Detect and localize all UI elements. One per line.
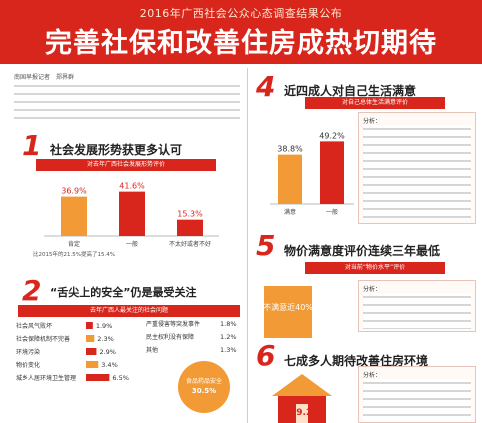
section-5-title: 物价满意度评价连续三年最低 [284, 244, 441, 258]
chart1-category-label: 不太好或者不好 [169, 240, 211, 248]
chart3-category-label: 满意 [284, 208, 296, 216]
chart1-category-label: 一般 [126, 240, 138, 248]
price-chart-label: 不满意近40% [264, 302, 313, 312]
section-5-analysis-text [363, 293, 471, 329]
section-4-number: 4 [256, 70, 276, 103]
chart2-value-label: 1.2% [220, 333, 237, 341]
section-1-title: 社会发展形势获更多认可 [50, 143, 183, 157]
header-banner: 2016年广西社会公众心态调查结果公布 完善社保和改善住房成热切期待 [0, 0, 482, 64]
chart2-category-label: 严重侵害等突发事件 [146, 320, 200, 328]
chart2-bar [86, 374, 110, 381]
column-divider [247, 68, 248, 423]
section-4-analysis: 分析： [358, 112, 476, 224]
chart3-value-label: 38.8% [277, 145, 303, 154]
section-4-band: 对自己总体生活满意评价 [305, 97, 445, 109]
chart1-bar [177, 219, 203, 236]
chart2-value-label: 30.5% [192, 387, 216, 395]
chart3-value-label: 49.2% [319, 131, 345, 140]
section-2-band: 去年广西人最关注的社会问题 [18, 305, 240, 317]
section-4-analysis-label: 分析： [363, 118, 382, 125]
section-6-title: 七成多人期待改善住房环境 [284, 354, 429, 368]
chart2-category-label: 物价变化 [16, 361, 40, 369]
chart2-bar [86, 348, 97, 355]
chart1-bar [61, 196, 87, 236]
section-2-title: “舌尖上的安全”仍是最受关注 [50, 286, 197, 299]
chart2-value-label: 1.8% [220, 320, 237, 328]
section-6-number: 6 [256, 339, 276, 372]
chart1-category-label: 肯定 [68, 240, 80, 248]
price-chart-block [264, 286, 312, 338]
chart2-value-label: 2.9% [99, 348, 116, 356]
section-1-band: 对去年广西社会发展形势评价 [36, 159, 216, 171]
section-6-analysis-label: 分析： [363, 372, 382, 379]
chart1-bar [119, 191, 145, 236]
chart2-value-label: 1.3% [220, 346, 237, 354]
chart3-bar [320, 141, 344, 204]
section-2-number: 2 [22, 274, 42, 307]
chart2-category-label: 其他 [146, 346, 158, 354]
chart2-category-label: 食品药品安全 [186, 377, 222, 385]
chart3-category-label: 一般 [326, 208, 338, 216]
section-5-number: 5 [256, 229, 276, 262]
chart2-value-label: 1.9% [96, 322, 113, 330]
chart2-bar [86, 322, 93, 329]
chart1-note: 比2015年的21.5%提高了15.4% [33, 250, 115, 258]
chart2-big-circle [178, 361, 230, 413]
header-title: 完善社保和改善住房成热切期待 [45, 28, 437, 59]
chart2-category-label: 社会风气败坏 [16, 322, 52, 330]
section-6-analysis-text [363, 379, 471, 422]
housing-stat: 89.2% [290, 408, 322, 418]
intro-text [14, 82, 240, 120]
chart1-value-label: 15.3% [177, 210, 203, 219]
chart1-value-label: 41.6% [119, 182, 145, 191]
section-5-band: 对当前“物价水平”评价 [305, 262, 445, 274]
section-1-number: 1 [22, 129, 42, 162]
section-4-analysis-text [363, 125, 471, 219]
chart2-value-label: 3.4% [101, 361, 118, 369]
chart2-bar [86, 361, 99, 368]
section-5-analysis-label: 分析： [363, 286, 382, 293]
chart2-category-label: 民主权利没有保障 [146, 333, 194, 341]
chart1-value-label: 36.9% [61, 187, 87, 196]
byline: 南国早报记者 郑界群 [14, 74, 75, 81]
chart-life-satisfaction: 38.8% 满意 49.2% 一般 [270, 131, 354, 216]
chart2-value-label: 6.5% [112, 374, 129, 382]
house-icon [272, 374, 332, 423]
chart-concern-issues: 社会风气败坏 1.9% 社会保障机制不完善 2.3% 环境污染 2.9% 物价变化 3.4% 城… [16, 320, 237, 413]
header-subtitle: 2016年广西社会公众心态调查结果公布 [139, 7, 343, 20]
chart-price-level: 不满意近40% [264, 286, 313, 338]
section-4-title: 近四成人对自己生活满意 [284, 84, 417, 98]
chart3-bar [278, 154, 302, 204]
chart-social-development: 36.9% 肯定 41.6% 一般 15.3% 不太好或者不好比2015年的21.5%提高… [33, 182, 219, 258]
chart2-category-label: 城乡人居环境卫生管理 [16, 374, 76, 382]
chart2-value-label: 2.3% [97, 335, 114, 343]
section-5-analysis: 分析： [358, 280, 476, 332]
chart2-bar [86, 335, 95, 342]
section-6-analysis: 分析： [358, 366, 476, 423]
chart2-category-label: 环境污染 [16, 348, 40, 356]
chart2-category-label: 社会保障机制不完善 [16, 335, 70, 343]
